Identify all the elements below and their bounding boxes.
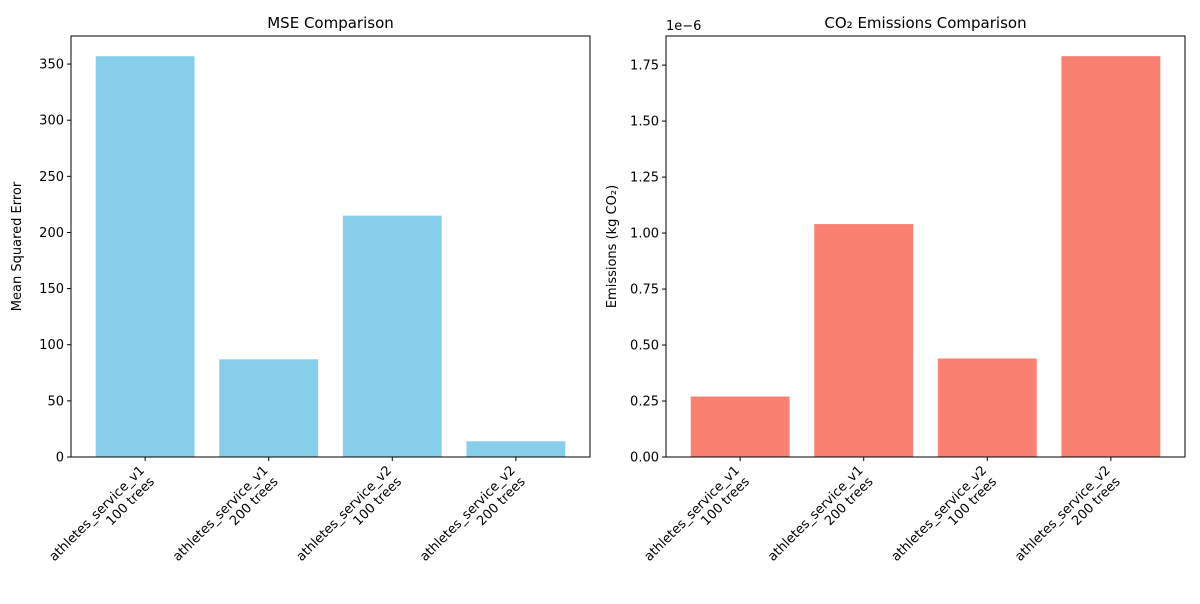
bar-4 [466, 441, 566, 457]
chart-title: CO₂ Emissions Comparison [824, 14, 1026, 32]
x-tick-label: athletes_service_v1200 trees [765, 463, 877, 575]
y-tick-label: 300 [39, 114, 64, 129]
y-tick-label: 0.00 [630, 451, 659, 466]
y-tick-label: 1.50 [630, 115, 659, 130]
y-tick-label: 100 [39, 338, 64, 353]
bar-2 [814, 224, 914, 457]
y-tick-label: 200 [39, 226, 64, 241]
y-tick-label: 150 [39, 282, 64, 297]
chart-panel-2: 0.00 0.25 0.50 0.75 1.00 1.25 1.50 1.75 1e−6 athl… [605, 14, 1186, 575]
x-tick-label-line: athletes_service_v2 [889, 463, 990, 564]
axes-frame [70, 35, 591, 458]
x-tick-label: athletes_service_v2200 trees [1012, 463, 1124, 575]
x-tick-label-line: athletes_service_v2 [417, 463, 518, 564]
x-tick-label-line: athletes_service_v1 [765, 463, 866, 564]
x-tick-label-line: athletes_service_v2 [294, 463, 395, 564]
x-tick-label-line: athletes_service_v1 [642, 463, 743, 564]
bar-3 [937, 358, 1037, 457]
y-tick-label: 250 [39, 170, 64, 185]
chart-title: MSE Comparison [267, 14, 394, 32]
y-tick-label: 1.00 [630, 227, 659, 242]
x-tick-label: athletes_service_v1200 trees [170, 463, 282, 575]
y-tick-label: 50 [47, 394, 64, 409]
y-tick-label: 350 [39, 58, 64, 73]
chart-panel-1: 0 50 100 150 200 250 300 350 athletes_service_v1… [10, 14, 591, 575]
x-tick-label: athletes_service_v2200 trees [417, 463, 529, 575]
y-tick-label: 1.75 [630, 59, 659, 74]
bar-1 [95, 56, 195, 457]
y-axis-label: Mean Squared Error [10, 181, 25, 311]
bar-2 [219, 359, 319, 457]
x-tick-label-line: athletes_service_v1 [170, 463, 271, 564]
bar-3 [342, 215, 442, 457]
y-tick-label: 0.50 [630, 339, 659, 354]
x-tick-label: athletes_service_v2100 trees [889, 463, 1001, 575]
y-tick-label: 0.75 [630, 283, 659, 298]
y-offset-label: 1e−6 [666, 19, 701, 34]
x-tick-label: athletes_service_v1100 trees [47, 463, 159, 575]
x-tick-label: athletes_service_v2100 trees [294, 463, 406, 575]
axes-frame [665, 35, 1186, 458]
y-tick-label: 0.25 [630, 395, 659, 410]
x-tick-label: athletes_service_v1100 trees [642, 463, 754, 575]
bar-4 [1061, 56, 1161, 457]
y-axis-label: Emissions (kg CO₂) [605, 185, 620, 308]
x-tick-label-line: athletes_service_v1 [47, 463, 148, 564]
y-tick-label: 0 [56, 451, 64, 466]
bar-1 [690, 396, 790, 457]
y-tick-label: 1.25 [630, 171, 659, 186]
x-tick-label-line: athletes_service_v2 [1012, 463, 1113, 564]
